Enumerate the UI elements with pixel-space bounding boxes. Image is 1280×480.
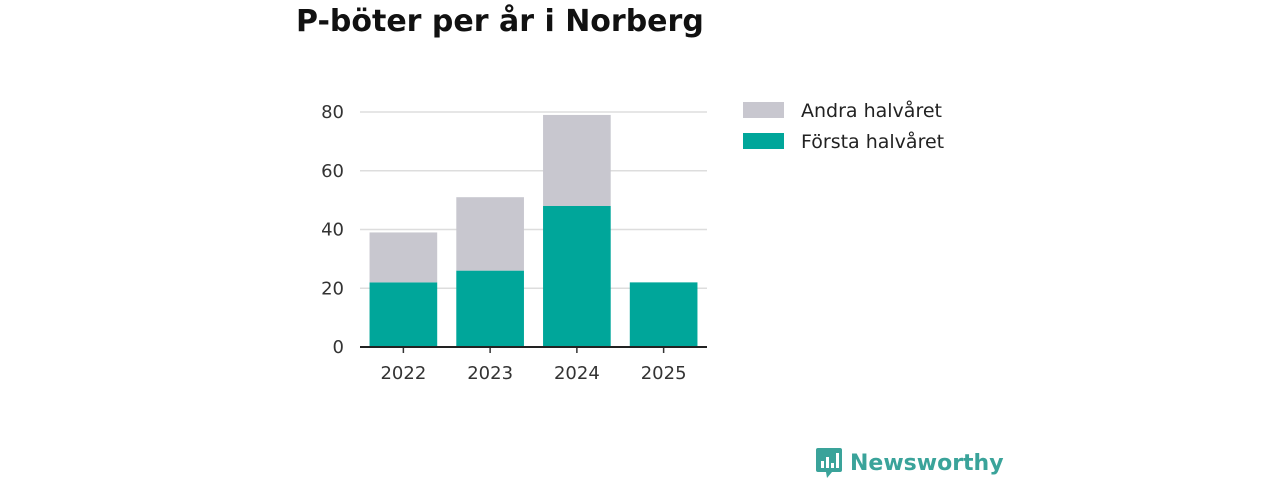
x-tick-label: 2022 — [380, 363, 426, 384]
x-tick-label: 2025 — [641, 363, 687, 384]
y-tick-label: 80 — [321, 102, 344, 123]
bar-segment-forsta-2023 — [456, 270, 524, 347]
legend-swatch — [743, 102, 784, 118]
bar-segment-forsta-2024 — [543, 206, 611, 347]
y-tick-label: 40 — [321, 220, 344, 241]
legend-swatch — [743, 133, 784, 149]
y-tick-label: 60 — [321, 161, 344, 182]
bar-segment-andra-2023 — [456, 197, 524, 271]
x-tick-label: 2023 — [467, 363, 513, 384]
brand-name: Newsworthy — [850, 450, 1004, 476]
legend-label: Första halvåret — [801, 130, 944, 153]
chart-title: P-böter per år i Norberg — [296, 4, 704, 39]
bar-segment-forsta-2025 — [629, 282, 698, 347]
x-tick-label: 2024 — [554, 363, 600, 384]
axes: 0 20 40 60 80 2022 2023 2024 2025 — [321, 102, 707, 384]
y-tick-label: 20 — [321, 278, 344, 299]
bars — [369, 114, 698, 347]
y-tick-label: 0 — [333, 337, 344, 358]
bar-segment-andra-2022 — [369, 232, 438, 283]
legend: Andra halvåret Första halvåret — [743, 99, 944, 153]
bar-segment-andra-2024 — [543, 114, 611, 206]
newsworthy-brand[interactable]: Newsworthy — [815, 446, 1004, 480]
bar-segment-forsta-2022 — [369, 282, 438, 347]
legend-label: Andra halvåret — [801, 99, 942, 122]
newsworthy-logo-icon — [816, 448, 842, 478]
